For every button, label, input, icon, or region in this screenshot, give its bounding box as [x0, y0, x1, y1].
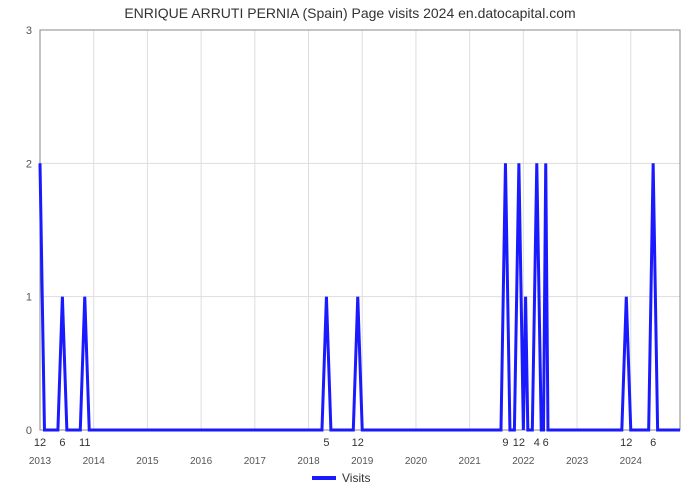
y-tick-label: 3: [26, 25, 32, 37]
x-tick-label: 2020: [405, 456, 428, 467]
value-label: 12: [352, 437, 364, 449]
x-tick-label: 2024: [620, 456, 643, 467]
value-label: 12: [513, 437, 525, 449]
chart-title: ENRIQUE ARRUTI PERNIA (Spain) Page visit…: [124, 5, 575, 21]
value-label: 6: [59, 437, 65, 449]
visits-line-chart: ENRIQUE ARRUTI PERNIA (Spain) Page visit…: [0, 0, 700, 500]
y-tick-label: 1: [26, 292, 32, 304]
x-tick-label: 2022: [512, 456, 535, 467]
legend-swatch: [312, 476, 336, 480]
value-label: 12: [620, 437, 632, 449]
chart-container: ENRIQUE ARRUTI PERNIA (Spain) Page visit…: [0, 0, 700, 500]
x-tick-label: 2013: [29, 456, 52, 467]
value-label: 12: [34, 437, 46, 449]
value-label: 11: [79, 437, 90, 449]
x-tick-label: 2018: [297, 456, 320, 467]
x-tick-label: 2016: [190, 456, 213, 467]
x-tick-label: 2015: [136, 456, 159, 467]
x-tick-label: 2017: [244, 456, 267, 467]
value-label: 6: [543, 437, 549, 449]
x-tick-label: 2019: [351, 456, 374, 467]
y-tick-label: 2: [26, 158, 32, 170]
value-label: 6: [650, 437, 656, 449]
value-label: 9: [502, 437, 508, 449]
y-tick-label: 0: [26, 425, 32, 437]
legend-label: Visits: [342, 471, 370, 485]
chart-background: [0, 0, 700, 500]
value-label: 5: [323, 437, 329, 449]
x-tick-label: 2023: [566, 456, 589, 467]
value-label: 4: [534, 437, 540, 449]
x-tick-label: 2021: [459, 456, 482, 467]
x-tick-label: 2014: [83, 456, 106, 467]
